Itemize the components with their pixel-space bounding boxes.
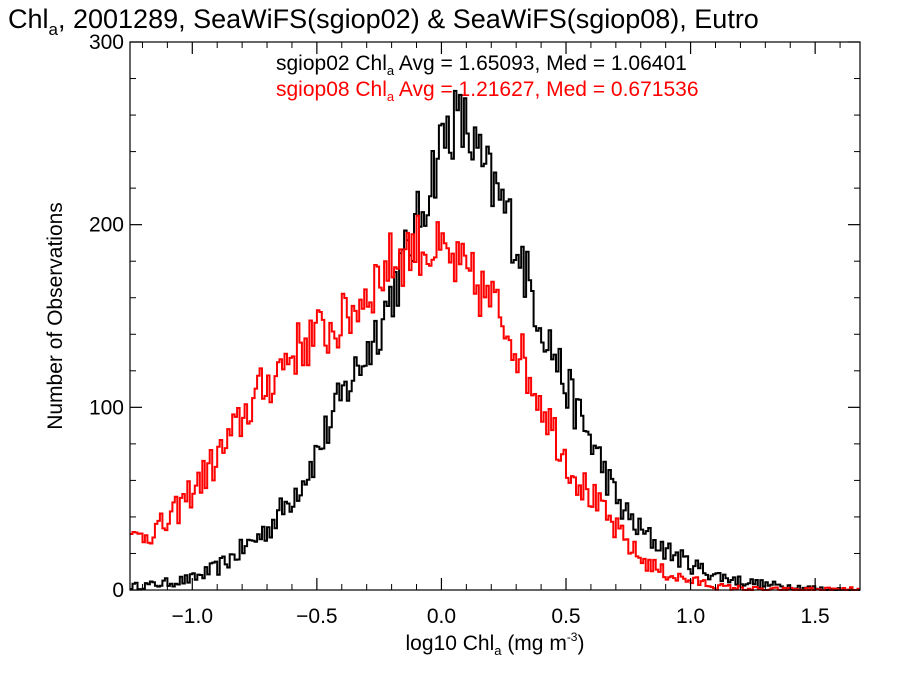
series-1-histogram-line xyxy=(130,89,860,591)
plot-frame xyxy=(129,41,861,591)
series-2-histogram-line xyxy=(130,214,860,591)
y-tick-label: 200 xyxy=(89,214,124,237)
x-tick-label: 0.5 xyxy=(551,605,580,628)
y-axis-label: Number of Observations xyxy=(44,202,67,430)
x-tick-label: −0.5 xyxy=(296,605,337,628)
x-tick-label: 1.5 xyxy=(801,605,830,628)
series-layer xyxy=(130,89,860,591)
chart-title: Chla, 2001289, SeaWiFS(sgiop02) & SeaWiF… xyxy=(8,4,759,39)
x-axis-label: log10 Chla (mg m-3) xyxy=(406,630,585,658)
x-tick-label: −1.0 xyxy=(172,605,213,628)
y-tick-label: 0 xyxy=(112,579,124,602)
y-tick-label: 100 xyxy=(89,396,124,419)
x-axis: −1.0 −0.5 0.0 0.5 1.0 1.5 xyxy=(141,42,841,628)
x-tick-label: 1.0 xyxy=(676,605,705,628)
series-2-stats: sgiop08 Chla Avg = 1.21627, Med = 0.6715… xyxy=(276,78,699,104)
x-tick-label: 0.0 xyxy=(427,605,456,628)
y-tick-label: 300 xyxy=(89,31,124,54)
series-1-stats: sgiop02 Chla Avg = 1.65093, Med = 1.0640… xyxy=(276,52,687,78)
y-axis: 0 100 200 300 xyxy=(89,31,860,602)
